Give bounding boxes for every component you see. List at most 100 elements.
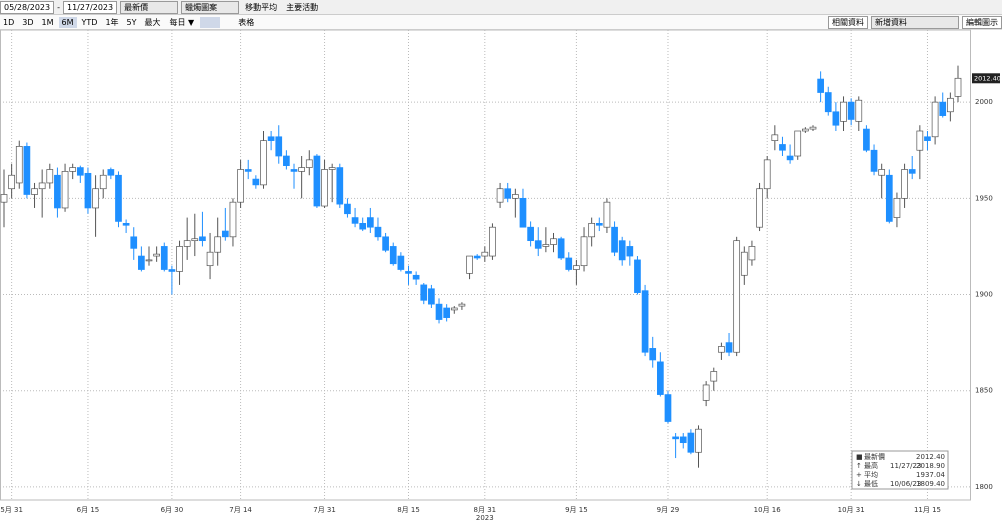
- candle-body: [183, 240, 191, 247]
- candle-body: [824, 92, 832, 113]
- candle-body: [603, 201, 611, 228]
- candle-body: [344, 203, 351, 215]
- candle-body: [84, 172, 92, 209]
- plot-frame: [0, 29, 971, 501]
- candle-body: [840, 101, 847, 122]
- summary-icon: ↓: [856, 480, 862, 488]
- last-price-label: 2012.40: [974, 74, 1001, 82]
- summary-name: 最低: [864, 479, 878, 488]
- freq-select[interactable]: 每日 ▼: [169, 17, 195, 27]
- summary-date: 11/27/23: [890, 462, 921, 470]
- candle-body: [672, 436, 679, 440]
- range-button[interactable]: 1年: [105, 17, 119, 27]
- add-data[interactable]: 新增資料: [871, 15, 959, 29]
- candle-body: [115, 174, 122, 222]
- range-buttons: 1D 3D 1M 6M YTD 1年 5Y 最大: [0, 16, 164, 28]
- candle-body: [46, 169, 54, 184]
- candle-body: [763, 159, 771, 190]
- x-tick-label: 5月 31: [0, 506, 23, 514]
- candle-body: [565, 257, 573, 270]
- start-date[interactable]: 05/28/2023: [0, 0, 55, 14]
- candle-body: [748, 246, 756, 261]
- candle-body: [244, 169, 252, 172]
- candle-body: [168, 269, 176, 272]
- y-tick-label: 1800: [975, 483, 993, 491]
- candle-body: [23, 146, 31, 195]
- x-tick-label: 11月 15: [914, 506, 941, 514]
- candle-body: [473, 255, 481, 259]
- candle-body: [305, 159, 313, 168]
- candle-body: [0, 194, 8, 203]
- candle-body: [313, 155, 321, 207]
- range-button[interactable]: 最大: [144, 17, 161, 27]
- summary-value: 1809.40: [916, 480, 945, 488]
- candle-body: [31, 188, 38, 195]
- candle-body: [924, 136, 931, 141]
- candle-body: [328, 167, 336, 170]
- candle-body: [817, 78, 824, 93]
- candle-body: [374, 226, 382, 238]
- candle-body: [8, 174, 15, 190]
- range-button[interactable]: 3D: [22, 17, 34, 27]
- y-tick-label: 1850: [975, 387, 993, 395]
- candle-body: [733, 240, 741, 353]
- summary-icon: ↑: [856, 462, 862, 470]
- candle-body: [802, 128, 809, 132]
- y-tick-label: 2000: [975, 98, 993, 106]
- range-button[interactable]: YTD: [81, 17, 98, 27]
- range-button[interactable]: 1D: [3, 17, 15, 27]
- candle-body: [504, 188, 512, 199]
- style-select[interactable]: 蠟燭圖案: [181, 0, 240, 14]
- summary-box: [851, 450, 949, 490]
- candle-body: [664, 394, 672, 422]
- blank-button[interactable]: [200, 16, 221, 28]
- candle-body: [54, 174, 61, 209]
- range-button[interactable]: 1M: [41, 17, 54, 27]
- candle-body: [939, 101, 947, 116]
- x-tick-label: 7月 14: [229, 506, 252, 514]
- candle-body: [687, 432, 695, 453]
- candle-body: [435, 303, 443, 320]
- candle-body: [237, 169, 244, 203]
- candle-body: [916, 130, 924, 151]
- range-button[interactable]: 6M: [58, 16, 77, 28]
- x-tick-label: 7月 31: [313, 506, 336, 514]
- candle-body: [573, 265, 580, 270]
- range-button[interactable]: 5Y: [126, 17, 137, 27]
- candle-body: [191, 238, 199, 242]
- events-toggle[interactable]: 主要活動: [286, 2, 319, 12]
- candle-body: [771, 134, 779, 141]
- candle-body: [779, 144, 786, 151]
- related-button[interactable]: 相關資料: [828, 15, 868, 29]
- ma-toggle[interactable]: 移動平均: [245, 2, 278, 12]
- candle-body: [138, 255, 145, 270]
- end-date[interactable]: 11/27/2023: [63, 0, 118, 14]
- candle-body: [481, 251, 489, 257]
- candle-body: [679, 436, 687, 444]
- candle-body: [176, 246, 183, 272]
- summary-icon: +: [856, 471, 862, 479]
- candle-body: [443, 307, 451, 318]
- summary-date: 10/06/23: [890, 480, 921, 488]
- candle-body: [122, 222, 130, 226]
- candle-body: [214, 236, 222, 253]
- candle-body: [252, 178, 260, 186]
- candle-body: [69, 167, 77, 172]
- candle-body: [557, 238, 565, 259]
- candle-body: [702, 384, 710, 401]
- candle-body: [359, 222, 367, 230]
- field-select[interactable]: 最新價: [120, 0, 179, 14]
- candle-body: [657, 361, 664, 395]
- candle-body: [15, 146, 23, 184]
- candle-body: [153, 253, 160, 257]
- candle-body: [931, 101, 939, 138]
- candle-body: [206, 251, 214, 267]
- candle-body: [794, 130, 802, 157]
- candle-body: [725, 342, 733, 353]
- candle-body: [275, 136, 283, 157]
- candle-body: [947, 97, 954, 113]
- candle-body: [588, 222, 596, 238]
- candle-body: [382, 236, 389, 251]
- table-button[interactable]: 表格: [238, 17, 255, 27]
